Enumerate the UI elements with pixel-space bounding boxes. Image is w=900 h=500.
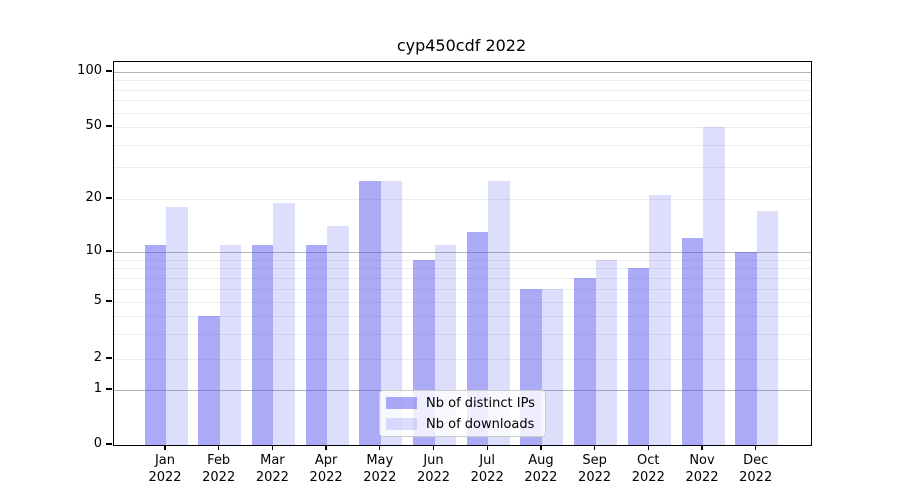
x-tick-label-nov: Nov 2022 xyxy=(685,453,719,485)
y-tick-mark-0 xyxy=(106,443,112,445)
bar-distinct-ips-sep xyxy=(574,277,596,445)
x-tick-mark-jul xyxy=(486,445,488,451)
gridline-minor-3 xyxy=(114,333,811,335)
plot-area: Nb of distinct IPs Nb of downloads xyxy=(113,61,812,446)
bar-distinct-ips-may xyxy=(359,181,381,445)
x-tick-label-oct: Oct 2022 xyxy=(631,453,665,485)
gridline-minor-50 xyxy=(114,127,811,128)
x-tick-label-feb: Feb 2022 xyxy=(202,453,236,485)
gridline-minor-40 xyxy=(114,144,811,146)
gridline-major-100 xyxy=(114,72,811,73)
y-tick-mark-2 xyxy=(106,357,112,359)
x-tick-label-jun: Jun 2022 xyxy=(416,453,451,485)
bar-distinct-ips-mar xyxy=(251,244,274,445)
chart-title: cyp450cdf 2022 xyxy=(396,36,527,55)
y-tick-label-1: 1 xyxy=(93,381,102,396)
x-tick-label-dec: Dec 2022 xyxy=(739,453,773,485)
gridline-minor-20 xyxy=(114,199,811,200)
gridline-minor-70 xyxy=(114,100,811,102)
x-tick-mark-jan xyxy=(164,445,166,451)
bar-downloads-nov xyxy=(703,127,725,445)
y-tick-mark-5 xyxy=(106,300,112,302)
bar-distinct-ips-jan xyxy=(144,244,166,445)
y-tick-mark-10 xyxy=(106,250,112,252)
legend: Nb of distinct IPs Nb of downloads xyxy=(379,390,546,437)
gridline-minor-4 xyxy=(114,315,811,317)
x-tick-mark-mar xyxy=(271,445,274,451)
gridline-minor-7 xyxy=(114,277,811,279)
x-tick-label-may: May 2022 xyxy=(363,453,397,485)
y-tick-label-10: 10 xyxy=(85,243,102,258)
y-tick-label-2: 2 xyxy=(93,350,102,365)
x-tick-label-jul: Jul 2022 xyxy=(470,453,504,485)
y-tick-mark-20 xyxy=(106,197,112,199)
bar-downloads-may xyxy=(380,181,403,445)
legend-swatch-distinct-ips xyxy=(386,397,417,409)
x-tick-mark-nov xyxy=(701,445,703,451)
x-tick-mark-feb xyxy=(218,445,220,451)
y-tick-mark-50 xyxy=(106,125,112,127)
bar-downloads-dec xyxy=(756,211,779,445)
bar-downloads-sep xyxy=(595,259,618,445)
legend-entry-downloads: Nb of downloads xyxy=(386,417,539,432)
gridline-minor-90 xyxy=(114,80,811,82)
y-tick-label-100: 100 xyxy=(77,63,102,78)
y-tick-mark-1 xyxy=(106,388,112,390)
bar-downloads-oct xyxy=(649,195,671,445)
bar-downloads-mar xyxy=(273,202,295,445)
gridline-minor-30 xyxy=(114,167,811,169)
y-tick-label-0: 0 xyxy=(93,436,102,451)
gridline-major-10 xyxy=(114,252,811,253)
legend-label-downloads: Nb of downloads xyxy=(426,416,535,432)
y-tick-label-50: 50 xyxy=(85,118,102,133)
x-tick-label-mar: Mar 2022 xyxy=(255,453,289,485)
y-tick-mark-100 xyxy=(106,70,112,72)
legend-label-distinct-ips: Nb of distinct IPs xyxy=(426,395,535,411)
bar-distinct-ips-oct xyxy=(627,268,650,445)
x-tick-label-aug: Aug 2022 xyxy=(524,453,558,485)
bar-downloads-jul xyxy=(488,181,510,445)
x-tick-mark-jun xyxy=(432,445,435,451)
bar-downloads-feb xyxy=(219,244,242,445)
x-tick-mark-apr xyxy=(325,445,327,451)
gridline-minor-6 xyxy=(114,288,811,290)
x-tick-mark-sep xyxy=(593,445,596,451)
x-tick-mark-may xyxy=(379,445,381,451)
gridline-minor-2 xyxy=(114,359,811,360)
legend-swatch-downloads xyxy=(386,418,417,430)
bar-distinct-ips-nov xyxy=(681,238,703,445)
gridline-minor-60 xyxy=(114,112,811,114)
bar-distinct-ips-apr xyxy=(305,244,328,445)
gridline-minor-9 xyxy=(114,259,811,261)
legend-entry-distinct-ips: Nb of distinct IPs xyxy=(386,396,539,411)
x-tick-label-apr: Apr 2022 xyxy=(309,453,343,485)
gridline-minor-5 xyxy=(114,302,811,303)
y-tick-label-20: 20 xyxy=(85,190,102,205)
x-tick-label-sep: Sep 2022 xyxy=(578,453,612,485)
x-tick-label-jan: Jan 2022 xyxy=(148,453,182,485)
x-tick-mark-dec xyxy=(755,445,757,451)
y-tick-label-5: 5 xyxy=(93,293,102,308)
bar-downloads-aug xyxy=(541,288,564,445)
gridline-minor-8 xyxy=(114,268,811,270)
bar-downloads-jan xyxy=(166,207,188,445)
bar-distinct-ips-dec xyxy=(735,252,757,445)
gridline-minor-80 xyxy=(114,89,811,91)
bar-distinct-ips-feb xyxy=(198,315,220,445)
x-tick-mark-aug xyxy=(540,445,542,451)
bar-downloads-apr xyxy=(327,226,349,445)
x-tick-mark-oct xyxy=(647,445,649,451)
